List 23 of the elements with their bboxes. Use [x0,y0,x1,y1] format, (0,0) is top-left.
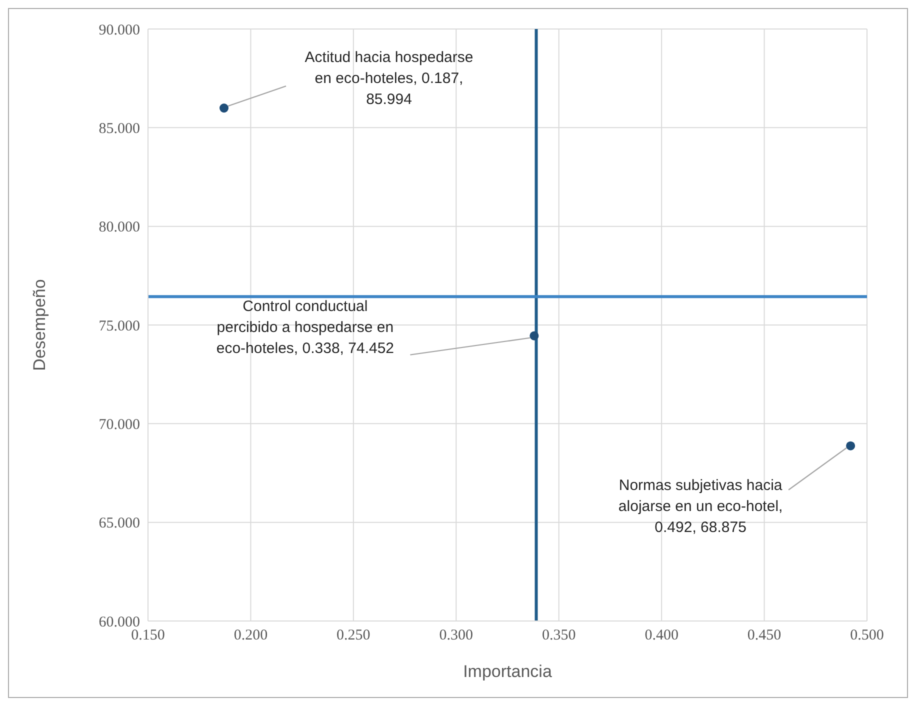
y-tick-label: 90.000 [98,22,140,38]
annotation: Normas subjetivas hacia alojarse en un eco-hotel, 0.492, 68.875 [618,476,783,536]
y-tick-label: 80.000 [98,220,140,236]
point [219,104,229,113]
y-tick-label: 65.000 [98,516,140,532]
point [846,441,856,450]
x-tick-label: 0.400 [644,628,678,644]
y-tick-label: 85.000 [98,120,140,137]
x-tick-label: 0.150 [131,628,165,644]
y-axis-title: Desempeño [30,279,50,371]
point [530,331,539,340]
x-tick-label: 0.450 [747,628,782,644]
x-axis-title: Importancia [463,662,552,681]
y-tick-label: 60.000 [98,614,140,630]
annotation: Control conductual percibido a hospedarse en eco-hoteles, 0.338, 74.452 [216,298,394,357]
x-tick-label: 0.250 [336,628,370,644]
y-tick-label: 75.000 [98,318,140,334]
annotation: Actitud hacia hospedarse en eco-hoteles, 0.187, 85.994 [304,49,474,108]
x-tick-label: 0.200 [234,628,268,644]
y-tick-label: 70.000 [98,416,140,433]
x-tick-label: 0.350 [542,628,576,644]
x-tick-label: 0.500 [850,628,884,644]
x-tick-label: 0.300 [439,628,474,644]
